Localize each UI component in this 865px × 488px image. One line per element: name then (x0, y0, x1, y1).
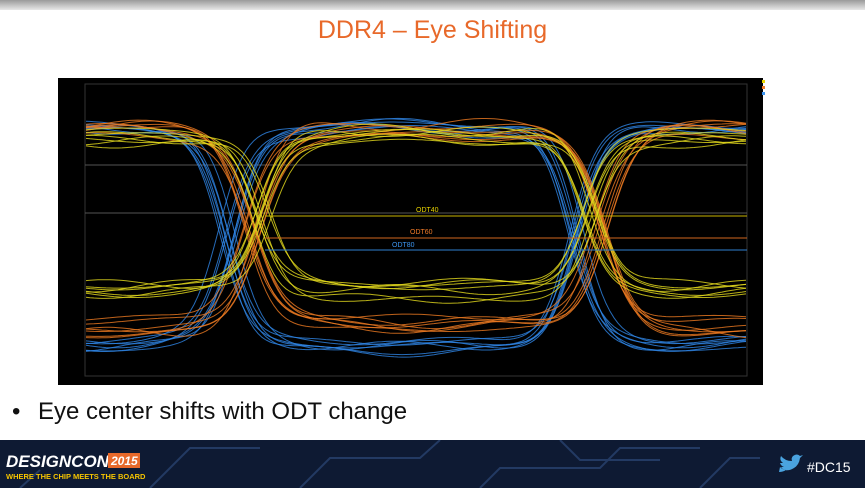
trace (85, 131, 747, 290)
trace (85, 120, 747, 346)
trace (85, 126, 747, 351)
logo-tagline: WHERE THE CHIP MEETS THE BOARD (6, 472, 146, 481)
top-bar (0, 0, 865, 10)
trace (85, 133, 747, 299)
trace (85, 137, 747, 302)
logo-year: 2015 (110, 454, 138, 468)
footer-art: DESIGNCON 2015 WHERE THE CHIP MEETS THE … (6, 440, 851, 488)
trace (85, 121, 747, 352)
footer: DESIGNCON 2015 WHERE THE CHIP MEETS THE … (0, 440, 865, 488)
trace (85, 132, 747, 329)
annotation-label: ODT80 (392, 242, 415, 249)
trace (85, 127, 747, 346)
bullet-item: • Eye center shifts with ODT change (12, 398, 408, 425)
logo-text: DESIGNCON (6, 452, 110, 471)
trace (85, 118, 747, 339)
plot-frame (84, 83, 748, 377)
trace (85, 125, 747, 332)
trace (86, 134, 747, 288)
bullet-text: Eye center shifts with ODT change (38, 398, 408, 425)
trace (85, 128, 747, 291)
legend-swatch (762, 80, 765, 83)
trace (85, 124, 747, 349)
trace (85, 127, 747, 356)
slide-title: DDR4 – Eye Shifting (317, 16, 548, 44)
trace (85, 132, 747, 291)
logo-year-box (108, 453, 140, 468)
annotation-label: ODT60 (410, 229, 433, 236)
twitter-icon (779, 454, 803, 472)
trace (85, 121, 747, 352)
traces (85, 117, 747, 358)
hashtag: #DC15 (807, 459, 851, 475)
legend-swatch (762, 86, 765, 89)
trace (85, 123, 747, 321)
trace (85, 126, 747, 289)
annotation-label: ODT40 (416, 207, 439, 214)
trace (85, 138, 747, 296)
legend-swatch (762, 92, 765, 95)
trace (85, 138, 747, 289)
trace (85, 128, 747, 298)
